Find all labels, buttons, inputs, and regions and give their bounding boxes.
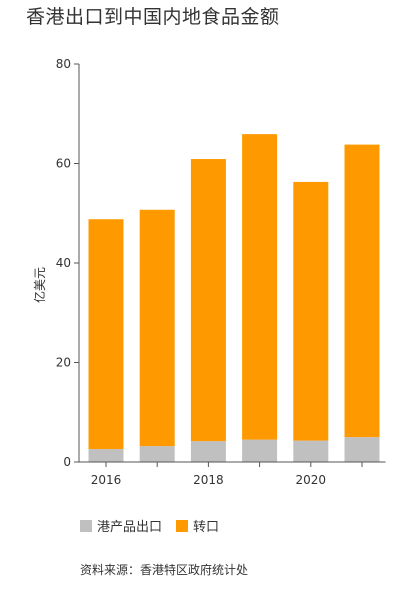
legend: 港产品出口 转口 (80, 516, 233, 535)
y-tick-label-0: 0 (63, 455, 71, 469)
y-axis-label: 亿美元 (32, 267, 47, 303)
bar-reexport-2017 (139, 209, 175, 447)
x-tick-label-2018: 2018 (193, 473, 224, 487)
legend-item-domestic: 港产品出口 (80, 516, 162, 535)
x-tick-label-2016: 2016 (91, 473, 122, 487)
y-tick-label-60: 60 (56, 157, 71, 171)
bar-domestic-2018 (190, 441, 226, 462)
bar-domestic-2020 (293, 440, 329, 462)
bar-domestic-2017 (139, 446, 175, 462)
bar-domestic-2021 (344, 437, 380, 462)
legend-item-reexport: 转口 (176, 516, 219, 535)
bar-reexport-2020 (293, 181, 329, 441)
bar-reexport-2021 (344, 144, 380, 438)
legend-label-reexport: 转口 (193, 520, 220, 535)
bar-domestic-2016 (88, 449, 124, 462)
y-tick-label-40: 40 (56, 256, 71, 270)
bar-reexport-2018 (190, 159, 226, 442)
bar-reexport-2019 (242, 134, 278, 440)
legend-swatch-domestic (80, 519, 92, 532)
bar-reexport-2016 (88, 219, 124, 450)
legend-swatch-reexport (176, 519, 189, 532)
source-note: 资料来源：香港特区政府统计处 (80, 563, 249, 577)
y-tick-label-20: 20 (56, 356, 71, 370)
bar-domestic-2019 (242, 439, 278, 462)
y-tick-label-80: 80 (56, 57, 71, 71)
legend-label-domestic: 港产品出口 (97, 520, 163, 535)
x-tick-label-2020: 2020 (296, 473, 327, 487)
chart-title: 香港出口到中国内地食品金额 (26, 6, 280, 28)
